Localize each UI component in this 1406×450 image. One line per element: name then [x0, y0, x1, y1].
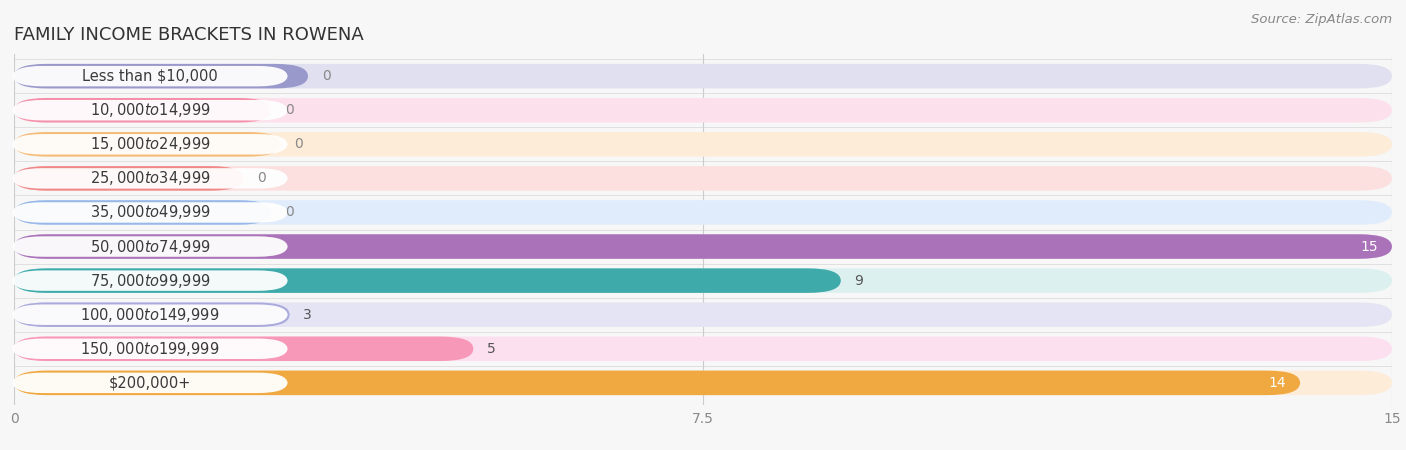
Text: 9: 9 — [855, 274, 863, 288]
FancyBboxPatch shape — [14, 234, 1392, 259]
Text: $100,000 to $149,999: $100,000 to $149,999 — [80, 306, 219, 324]
Text: 15: 15 — [1361, 239, 1378, 253]
FancyBboxPatch shape — [13, 338, 288, 359]
Text: Source: ZipAtlas.com: Source: ZipAtlas.com — [1251, 14, 1392, 27]
FancyBboxPatch shape — [14, 268, 841, 293]
Text: $200,000+: $200,000+ — [108, 375, 191, 390]
FancyBboxPatch shape — [14, 200, 1392, 225]
Text: $35,000 to $49,999: $35,000 to $49,999 — [90, 203, 211, 221]
FancyBboxPatch shape — [13, 168, 288, 189]
Text: FAMILY INCOME BRACKETS IN ROWENA: FAMILY INCOME BRACKETS IN ROWENA — [14, 26, 364, 44]
FancyBboxPatch shape — [14, 132, 1392, 157]
Text: $10,000 to $14,999: $10,000 to $14,999 — [90, 101, 211, 119]
FancyBboxPatch shape — [13, 373, 288, 393]
Text: $75,000 to $99,999: $75,000 to $99,999 — [90, 272, 211, 290]
Text: $50,000 to $74,999: $50,000 to $74,999 — [90, 238, 211, 256]
FancyBboxPatch shape — [14, 234, 1392, 259]
Text: 0: 0 — [285, 206, 294, 220]
FancyBboxPatch shape — [13, 305, 288, 325]
FancyBboxPatch shape — [14, 64, 308, 88]
Text: 5: 5 — [486, 342, 496, 356]
FancyBboxPatch shape — [14, 98, 271, 122]
Text: 3: 3 — [304, 308, 312, 322]
FancyBboxPatch shape — [14, 132, 280, 157]
Text: 0: 0 — [257, 171, 266, 185]
Text: $15,000 to $24,999: $15,000 to $24,999 — [90, 135, 211, 153]
FancyBboxPatch shape — [14, 337, 474, 361]
FancyBboxPatch shape — [13, 134, 288, 154]
Text: $25,000 to $34,999: $25,000 to $34,999 — [90, 169, 211, 187]
Text: 14: 14 — [1268, 376, 1286, 390]
FancyBboxPatch shape — [14, 302, 1392, 327]
FancyBboxPatch shape — [14, 200, 271, 225]
FancyBboxPatch shape — [14, 371, 1392, 395]
FancyBboxPatch shape — [14, 371, 1301, 395]
FancyBboxPatch shape — [13, 236, 288, 257]
Text: 0: 0 — [285, 103, 294, 117]
Text: $150,000 to $199,999: $150,000 to $199,999 — [80, 340, 219, 358]
FancyBboxPatch shape — [14, 268, 1392, 293]
FancyBboxPatch shape — [14, 302, 290, 327]
FancyBboxPatch shape — [14, 64, 1392, 88]
FancyBboxPatch shape — [14, 166, 243, 191]
FancyBboxPatch shape — [13, 66, 288, 86]
Text: Less than $10,000: Less than $10,000 — [82, 69, 218, 84]
FancyBboxPatch shape — [13, 270, 288, 291]
FancyBboxPatch shape — [14, 98, 1392, 122]
FancyBboxPatch shape — [14, 166, 1392, 191]
FancyBboxPatch shape — [13, 100, 288, 121]
Text: 0: 0 — [322, 69, 330, 83]
FancyBboxPatch shape — [13, 202, 288, 223]
Text: 0: 0 — [294, 137, 302, 151]
FancyBboxPatch shape — [14, 337, 1392, 361]
